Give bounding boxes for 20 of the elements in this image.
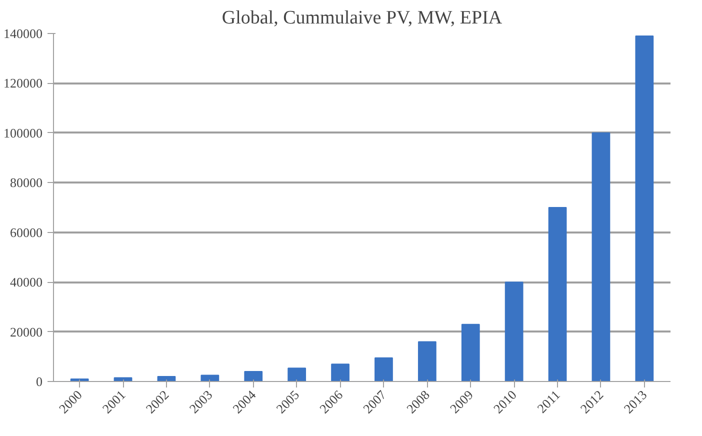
chart-title: Global, Cummulaive PV, MW, EPIA — [222, 8, 502, 28]
x-tick-label: 2011 — [534, 387, 563, 416]
bar — [461, 324, 480, 382]
y-tick-label: 40000 — [10, 274, 42, 290]
bar — [418, 341, 436, 382]
bar — [635, 35, 654, 382]
bar — [548, 207, 567, 382]
bar — [288, 368, 306, 382]
bar — [374, 357, 393, 382]
y-tick-label: 100000 — [4, 125, 42, 140]
y-tick-label: 20000 — [10, 324, 42, 340]
bar — [244, 371, 263, 382]
bar — [331, 364, 350, 382]
bar — [504, 282, 524, 382]
y-tick-label: 60000 — [10, 224, 42, 240]
bar — [592, 132, 610, 382]
y-tick-label: 0 — [36, 374, 42, 389]
y-tick-label: 80000 — [10, 175, 42, 190]
y-tick-label: 140000 — [4, 26, 42, 41]
y-tick-label: 120000 — [4, 76, 42, 91]
